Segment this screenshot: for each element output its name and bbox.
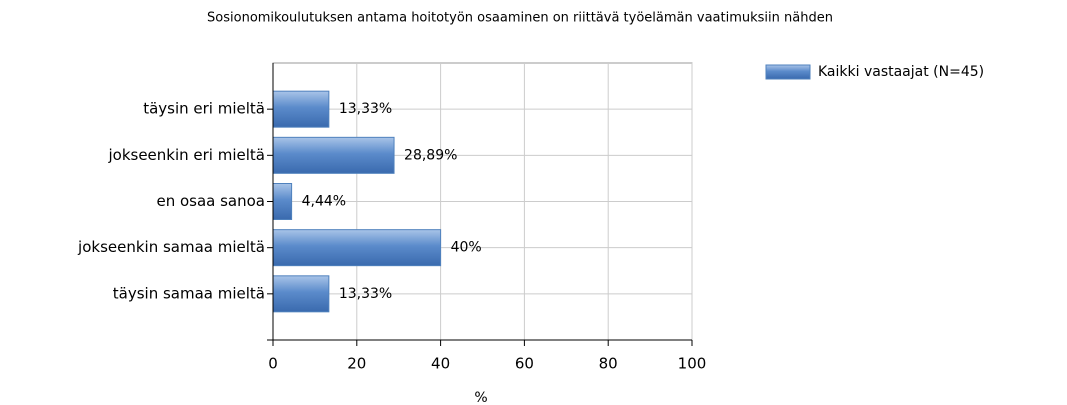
y-tick-label: en osaa sanoa <box>156 192 265 210</box>
x-tick-label: 40 <box>431 355 450 373</box>
x-tick-label: 100 <box>678 355 707 373</box>
bar <box>272 136 395 174</box>
chart-title: Sosionomikoulutuksen antama hoitotyön os… <box>207 11 833 26</box>
x-axis-label: % <box>474 390 487 405</box>
data-label: 28,89% <box>404 147 457 163</box>
bar <box>272 229 442 267</box>
bar <box>272 183 293 220</box>
y-tick-label: jokseenkin samaa mieltä <box>77 238 265 256</box>
legend-swatch <box>765 64 811 80</box>
data-label: 13,33% <box>339 101 392 117</box>
x-tick-label: 20 <box>347 355 366 373</box>
y-tick-label: jokseenkin eri mieltä <box>107 146 265 164</box>
data-label: 40% <box>451 240 482 256</box>
y-tick-label: täysin samaa mieltä <box>113 284 265 302</box>
data-label: 13,33% <box>339 286 392 302</box>
bar <box>272 275 330 313</box>
y-tick-label: täysin eri mieltä <box>143 100 265 118</box>
x-tick-label: 60 <box>515 355 534 373</box>
bar <box>272 90 330 128</box>
x-tick-label: 0 <box>268 355 278 373</box>
x-tick-label: 80 <box>599 355 618 373</box>
data-label: 4,44% <box>302 194 346 210</box>
legend-label: Kaikki vastaajat (N=45) <box>818 64 984 80</box>
